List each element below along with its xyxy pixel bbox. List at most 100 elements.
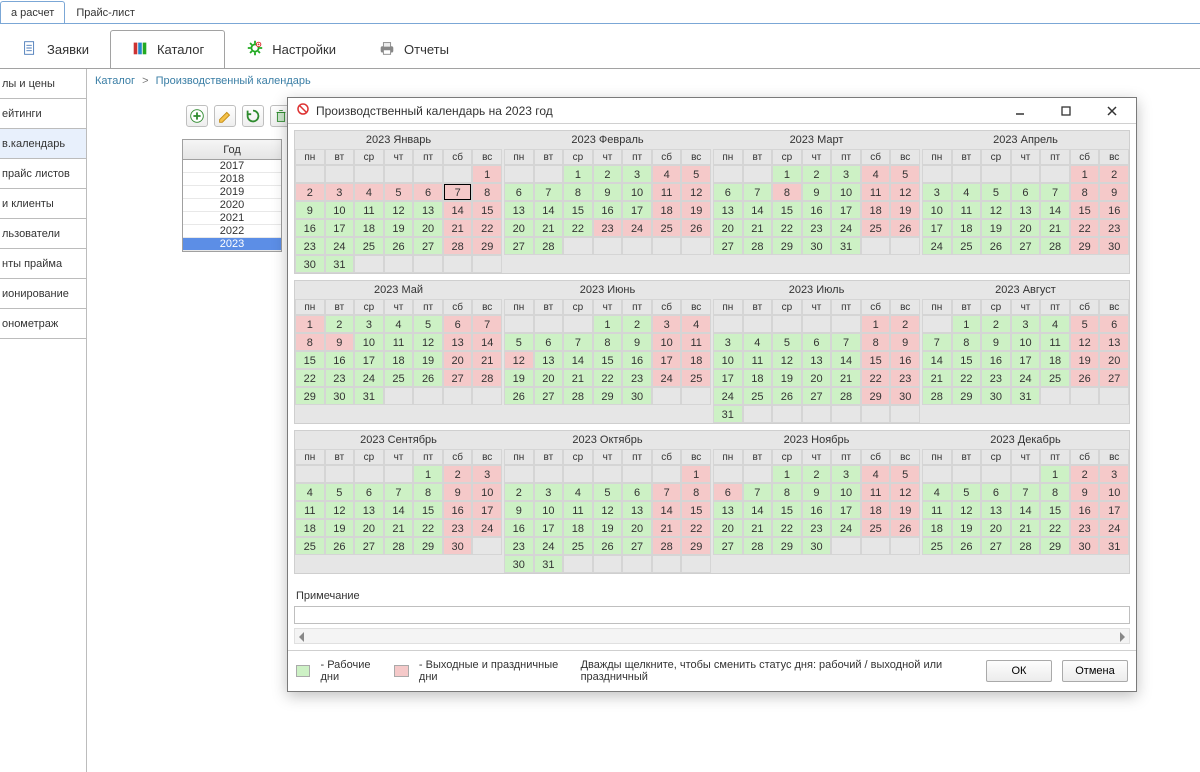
day-cell[interactable]: 18 bbox=[952, 219, 982, 237]
day-cell[interactable]: 9 bbox=[1070, 483, 1100, 501]
day-cell[interactable]: 2 bbox=[504, 483, 534, 501]
day-cell[interactable]: 19 bbox=[890, 201, 920, 219]
day-cell[interactable]: 21 bbox=[472, 351, 502, 369]
day-cell[interactable]: 27 bbox=[413, 237, 443, 255]
day-cell[interactable]: 6 bbox=[713, 483, 743, 501]
day-cell[interactable]: 5 bbox=[384, 183, 414, 201]
day-cell[interactable]: 19 bbox=[681, 201, 711, 219]
day-cell[interactable]: 21 bbox=[534, 219, 564, 237]
day-cell[interactable]: 29 bbox=[772, 537, 802, 555]
day-cell[interactable]: 6 bbox=[802, 333, 832, 351]
day-cell[interactable]: 29 bbox=[1040, 537, 1070, 555]
day-cell[interactable]: 10 bbox=[831, 483, 861, 501]
day-cell[interactable]: 12 bbox=[504, 351, 534, 369]
day-cell[interactable]: 7 bbox=[1040, 183, 1070, 201]
day-cell[interactable]: 1 bbox=[861, 315, 891, 333]
day-cell[interactable]: 30 bbox=[890, 387, 920, 405]
day-cell[interactable]: 18 bbox=[743, 369, 773, 387]
day-cell[interactable]: 16 bbox=[295, 219, 325, 237]
day-cell[interactable]: 17 bbox=[1011, 351, 1041, 369]
day-cell[interactable]: 16 bbox=[622, 351, 652, 369]
day-cell[interactable]: 22 bbox=[563, 219, 593, 237]
day-cell[interactable]: 26 bbox=[593, 537, 623, 555]
day-cell[interactable]: 12 bbox=[413, 333, 443, 351]
day-cell[interactable]: 14 bbox=[1011, 501, 1041, 519]
day-cell[interactable]: 26 bbox=[952, 537, 982, 555]
day-cell[interactable]: 21 bbox=[1011, 519, 1041, 537]
day-cell[interactable]: 30 bbox=[622, 387, 652, 405]
year-row[interactable]: 2019 bbox=[183, 186, 281, 199]
day-cell[interactable]: 24 bbox=[831, 219, 861, 237]
year-row[interactable]: 2023 bbox=[183, 238, 281, 251]
top-tab[interactable]: а расчет bbox=[0, 1, 65, 23]
day-cell[interactable]: 5 bbox=[952, 483, 982, 501]
day-cell[interactable]: 13 bbox=[713, 501, 743, 519]
day-cell[interactable]: 8 bbox=[861, 333, 891, 351]
sidebar-item[interactable]: прайс листов bbox=[0, 159, 86, 189]
day-cell[interactable]: 29 bbox=[1070, 237, 1100, 255]
note-input[interactable] bbox=[294, 606, 1130, 624]
day-cell[interactable]: 3 bbox=[325, 183, 355, 201]
day-cell[interactable]: 10 bbox=[325, 201, 355, 219]
day-cell[interactable]: 9 bbox=[981, 333, 1011, 351]
day-cell[interactable]: 8 bbox=[1040, 483, 1070, 501]
day-cell[interactable]: 3 bbox=[354, 315, 384, 333]
day-cell[interactable]: 7 bbox=[563, 333, 593, 351]
day-cell[interactable]: 21 bbox=[922, 369, 952, 387]
day-cell[interactable]: 18 bbox=[354, 219, 384, 237]
day-cell[interactable]: 22 bbox=[593, 369, 623, 387]
day-cell[interactable]: 9 bbox=[504, 501, 534, 519]
day-cell[interactable]: 19 bbox=[384, 219, 414, 237]
day-cell[interactable]: 8 bbox=[681, 483, 711, 501]
day-cell[interactable]: 23 bbox=[802, 219, 832, 237]
day-cell[interactable]: 24 bbox=[534, 537, 564, 555]
day-cell[interactable]: 10 bbox=[354, 333, 384, 351]
day-cell[interactable]: 6 bbox=[443, 315, 473, 333]
day-cell[interactable]: 19 bbox=[952, 519, 982, 537]
main-tab-Отчеты[interactable]: Отчеты bbox=[357, 30, 470, 68]
day-cell[interactable]: 6 bbox=[622, 483, 652, 501]
day-cell[interactable]: 19 bbox=[772, 369, 802, 387]
day-cell[interactable]: 22 bbox=[472, 219, 502, 237]
day-cell[interactable]: 17 bbox=[713, 369, 743, 387]
day-cell[interactable]: 27 bbox=[713, 537, 743, 555]
day-cell[interactable]: 21 bbox=[831, 369, 861, 387]
day-cell[interactable]: 3 bbox=[534, 483, 564, 501]
day-cell[interactable]: 14 bbox=[652, 501, 682, 519]
day-cell[interactable]: 4 bbox=[861, 165, 891, 183]
day-cell[interactable]: 23 bbox=[593, 219, 623, 237]
day-cell[interactable]: 17 bbox=[922, 219, 952, 237]
day-cell[interactable]: 17 bbox=[622, 201, 652, 219]
day-cell[interactable]: 7 bbox=[743, 483, 773, 501]
sidebar-item[interactable]: в.календарь bbox=[0, 129, 86, 159]
day-cell[interactable]: 5 bbox=[890, 465, 920, 483]
day-cell[interactable]: 24 bbox=[354, 369, 384, 387]
day-cell[interactable]: 15 bbox=[681, 501, 711, 519]
day-cell[interactable]: 14 bbox=[743, 501, 773, 519]
year-row[interactable]: 2017 bbox=[183, 160, 281, 173]
day-cell[interactable]: 27 bbox=[1011, 237, 1041, 255]
day-cell[interactable]: 30 bbox=[504, 555, 534, 573]
day-cell[interactable]: 21 bbox=[443, 219, 473, 237]
day-cell[interactable]: 15 bbox=[563, 201, 593, 219]
day-cell[interactable]: 21 bbox=[1040, 219, 1070, 237]
day-cell[interactable]: 31 bbox=[831, 237, 861, 255]
day-cell[interactable]: 23 bbox=[981, 369, 1011, 387]
day-cell[interactable]: 7 bbox=[1011, 483, 1041, 501]
day-cell[interactable]: 17 bbox=[1099, 501, 1129, 519]
day-cell[interactable]: 22 bbox=[772, 519, 802, 537]
day-cell[interactable]: 31 bbox=[713, 405, 743, 423]
day-cell[interactable]: 2 bbox=[295, 183, 325, 201]
day-cell[interactable]: 16 bbox=[981, 351, 1011, 369]
day-cell[interactable]: 4 bbox=[952, 183, 982, 201]
day-cell[interactable]: 27 bbox=[802, 387, 832, 405]
day-cell[interactable]: 23 bbox=[295, 237, 325, 255]
day-cell[interactable]: 7 bbox=[652, 483, 682, 501]
day-cell[interactable]: 8 bbox=[563, 183, 593, 201]
day-cell[interactable]: 24 bbox=[652, 369, 682, 387]
day-cell[interactable]: 4 bbox=[861, 465, 891, 483]
day-cell[interactable]: 4 bbox=[743, 333, 773, 351]
day-cell[interactable]: 14 bbox=[1040, 201, 1070, 219]
day-cell[interactable]: 5 bbox=[890, 165, 920, 183]
day-cell[interactable]: 30 bbox=[802, 537, 832, 555]
